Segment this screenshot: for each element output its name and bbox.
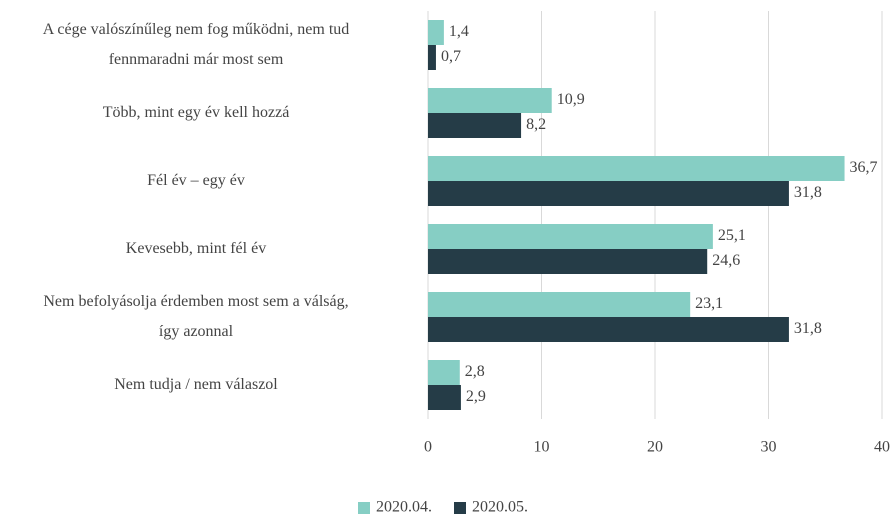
value-label: 10,9 <box>557 91 585 108</box>
legend-swatch <box>454 502 466 514</box>
bar <box>428 20 444 45</box>
category-label: Nem befolyásolja érdemben most sem a vál… <box>43 293 349 340</box>
value-label: 25,1 <box>718 227 746 244</box>
bar <box>428 224 713 249</box>
bar <box>428 88 552 113</box>
bar <box>428 181 789 206</box>
category-label: Fél év – egy év <box>147 172 245 189</box>
x-tick-label: 40 <box>874 439 890 456</box>
value-label: 1,4 <box>449 23 469 40</box>
value-label: 0,7 <box>441 48 461 65</box>
x-tick-label: 20 <box>647 439 663 456</box>
legend-swatch <box>358 502 370 514</box>
value-label: 24,6 <box>712 252 740 269</box>
bar <box>428 249 708 274</box>
value-label: 23,1 <box>695 295 723 312</box>
bar <box>428 360 460 385</box>
x-tick-label: 30 <box>761 439 777 456</box>
value-label: 36,7 <box>850 159 878 176</box>
value-label: 8,2 <box>526 116 546 133</box>
legend-label: 2020.05. <box>472 499 528 516</box>
bar <box>428 156 845 181</box>
category-label: A cége valószínűleg nem fog működni, nem… <box>42 21 350 68</box>
x-tick-label: 0 <box>424 439 432 456</box>
value-label: 31,8 <box>794 184 822 201</box>
value-label: 2,8 <box>465 363 485 380</box>
bar <box>428 45 436 70</box>
bar <box>428 385 461 410</box>
category-label: Nem tudja / nem válaszol <box>114 376 278 393</box>
bar <box>428 113 522 138</box>
legend-label: 2020.04. <box>376 499 432 516</box>
value-label: 2,9 <box>466 388 486 405</box>
category-label: Kevesebb, mint fél év <box>125 240 267 257</box>
x-tick-label: 10 <box>534 439 550 456</box>
category-label: Több, mint egy év kell hozzá <box>102 104 290 121</box>
bar <box>428 317 789 342</box>
value-label: 31,8 <box>794 320 822 337</box>
bar <box>428 292 691 317</box>
